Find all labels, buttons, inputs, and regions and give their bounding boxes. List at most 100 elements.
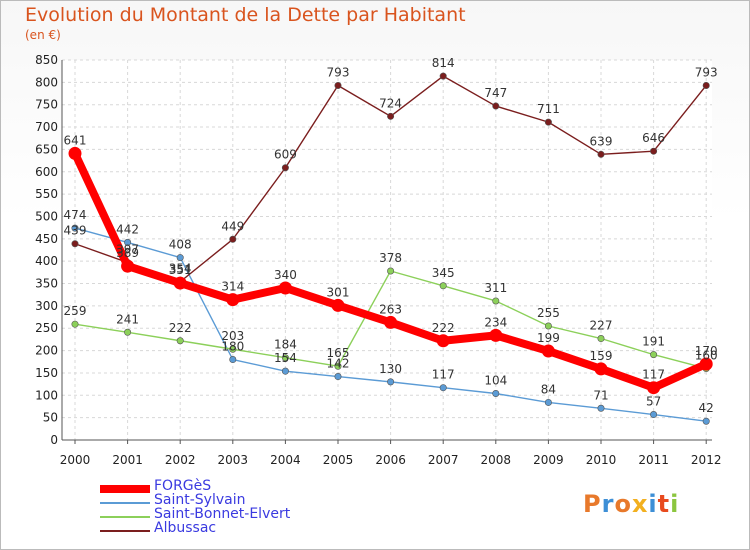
- data-point-saint-bonnet-elvert: [492, 297, 500, 305]
- data-point-saint-sylvain: [176, 254, 184, 262]
- legend-label: Albussac: [154, 520, 217, 536]
- data-label-saint-bonnet-elvert: 184: [274, 338, 297, 352]
- data-label-albussac: 793: [695, 65, 718, 79]
- data-label-forg-s: 314: [221, 280, 244, 294]
- data-point-albussac: [597, 150, 605, 158]
- x-tick-label: 2011: [638, 453, 669, 467]
- data-label-saint-bonnet-elvert: 241: [116, 312, 139, 326]
- data-point-forg-s: [278, 281, 292, 295]
- chart-title: Evolution du Montant de la Dette par Hab…: [25, 4, 466, 26]
- data-label-saint-sylvain: 474: [64, 208, 87, 222]
- logo-letter: o: [614, 490, 632, 518]
- legend-swatch: [100, 502, 150, 504]
- data-label-saint-sylvain: 130: [379, 362, 402, 376]
- data-label-albussac: 646: [642, 131, 665, 145]
- data-point-saint-sylvain: [334, 373, 342, 381]
- data-point-albussac: [387, 112, 395, 120]
- data-point-saint-sylvain: [597, 404, 605, 412]
- y-tick-label: 0: [50, 433, 58, 447]
- y-tick-label: 550: [35, 187, 58, 201]
- x-tick-label: 2009: [533, 453, 564, 467]
- data-label-forg-s: 117: [642, 368, 665, 382]
- data-point-albussac: [492, 102, 500, 110]
- data-label-saint-sylvain: 71: [593, 388, 608, 402]
- data-point-saint-sylvain: [650, 411, 658, 419]
- data-label-albussac: 354: [169, 262, 192, 276]
- data-point-forg-s: [68, 146, 82, 160]
- data-label-forg-s: 222: [432, 321, 455, 335]
- y-tick-label: 650: [35, 142, 58, 156]
- data-label-albussac: 711: [537, 102, 560, 116]
- data-point-saint-bonnet-elvert: [334, 362, 342, 370]
- logo-letter: i: [648, 490, 658, 518]
- data-label-saint-sylvain: 117: [432, 368, 455, 382]
- logo-letter: i: [670, 490, 680, 518]
- x-tick-label: 2005: [323, 453, 354, 467]
- data-label-saint-bonnet-elvert: 311: [484, 281, 507, 295]
- data-label-saint-sylvain: 57: [646, 395, 661, 409]
- x-tick-label: 2001: [112, 453, 143, 467]
- data-point-saint-bonnet-elvert: [387, 267, 395, 275]
- data-label-saint-sylvain: 408: [169, 238, 192, 252]
- data-label-saint-bonnet-elvert: 345: [432, 266, 455, 280]
- logo-letter: x: [631, 490, 649, 518]
- y-tick-label: 300: [35, 299, 58, 313]
- y-tick-label: 700: [35, 120, 58, 134]
- y-tick-label: 400: [35, 254, 58, 268]
- data-point-forg-s: [384, 315, 398, 329]
- data-label-forg-s: 301: [327, 285, 350, 299]
- legend-swatch: [100, 516, 150, 518]
- logo-letter: t: [657, 490, 671, 518]
- x-tick-label: 2006: [375, 453, 406, 467]
- data-label-saint-sylvain: 180: [221, 340, 244, 354]
- data-label-saint-sylvain: 42: [699, 401, 714, 415]
- legend-label: Saint-Bonnet-Elvert: [154, 506, 291, 522]
- data-label-forg-s: 641: [64, 133, 87, 147]
- data-point-albussac: [281, 164, 289, 172]
- data-label-saint-sylvain: 154: [274, 351, 297, 365]
- data-point-forg-s: [173, 276, 187, 290]
- x-tick-label: 2008: [481, 453, 512, 467]
- data-label-albussac: 449: [221, 219, 244, 233]
- data-point-saint-bonnet-elvert: [597, 335, 605, 343]
- x-tick-label: 2010: [586, 453, 617, 467]
- data-label-saint-bonnet-elvert: 203: [221, 329, 244, 343]
- data-point-forg-s: [594, 362, 608, 376]
- x-tick-label: 2004: [270, 453, 301, 467]
- data-point-forg-s: [121, 259, 135, 273]
- y-tick-label: 100: [35, 388, 58, 402]
- data-point-saint-bonnet-elvert: [71, 320, 79, 328]
- data-point-saint-bonnet-elvert: [544, 322, 552, 330]
- data-point-albussac: [229, 235, 237, 243]
- data-label-saint-bonnet-elvert: 259: [64, 304, 87, 318]
- data-point-saint-bonnet-elvert: [439, 282, 447, 290]
- y-tick-label: 800: [35, 75, 58, 89]
- data-label-saint-sylvain: 84: [541, 382, 556, 396]
- y-tick-label: 750: [35, 98, 58, 112]
- data-label-saint-bonnet-elvert: 255: [537, 306, 560, 320]
- data-label-forg-s: 340: [274, 268, 297, 282]
- y-tick-label: 150: [35, 366, 58, 380]
- data-label-albussac: 639: [590, 134, 613, 148]
- proxiti-logo: Proxiti: [583, 490, 679, 518]
- data-point-forg-s: [489, 328, 503, 342]
- data-point-forg-s: [226, 293, 240, 307]
- y-tick-label: 250: [35, 321, 58, 335]
- data-point-forg-s: [331, 298, 345, 312]
- data-point-forg-s: [647, 381, 661, 395]
- x-tick-label: 2012: [691, 453, 722, 467]
- y-tick-label: 500: [35, 209, 58, 223]
- data-point-saint-sylvain: [439, 384, 447, 392]
- data-label-forg-s: 159: [590, 349, 613, 363]
- x-tick-label: 2007: [428, 453, 459, 467]
- data-label-saint-bonnet-elvert: 227: [590, 319, 613, 333]
- y-tick-label: 350: [35, 277, 58, 291]
- legend-swatch: [100, 530, 150, 532]
- data-label-saint-bonnet-elvert: 378: [379, 251, 402, 265]
- data-label-saint-bonnet-elvert: 165: [327, 346, 350, 360]
- chart-subtitle: (en €): [25, 28, 61, 42]
- y-tick-label: 600: [35, 165, 58, 179]
- data-point-saint-bonnet-elvert: [124, 328, 132, 336]
- x-tick-label: 2002: [165, 453, 196, 467]
- x-tick-label: 2003: [218, 453, 249, 467]
